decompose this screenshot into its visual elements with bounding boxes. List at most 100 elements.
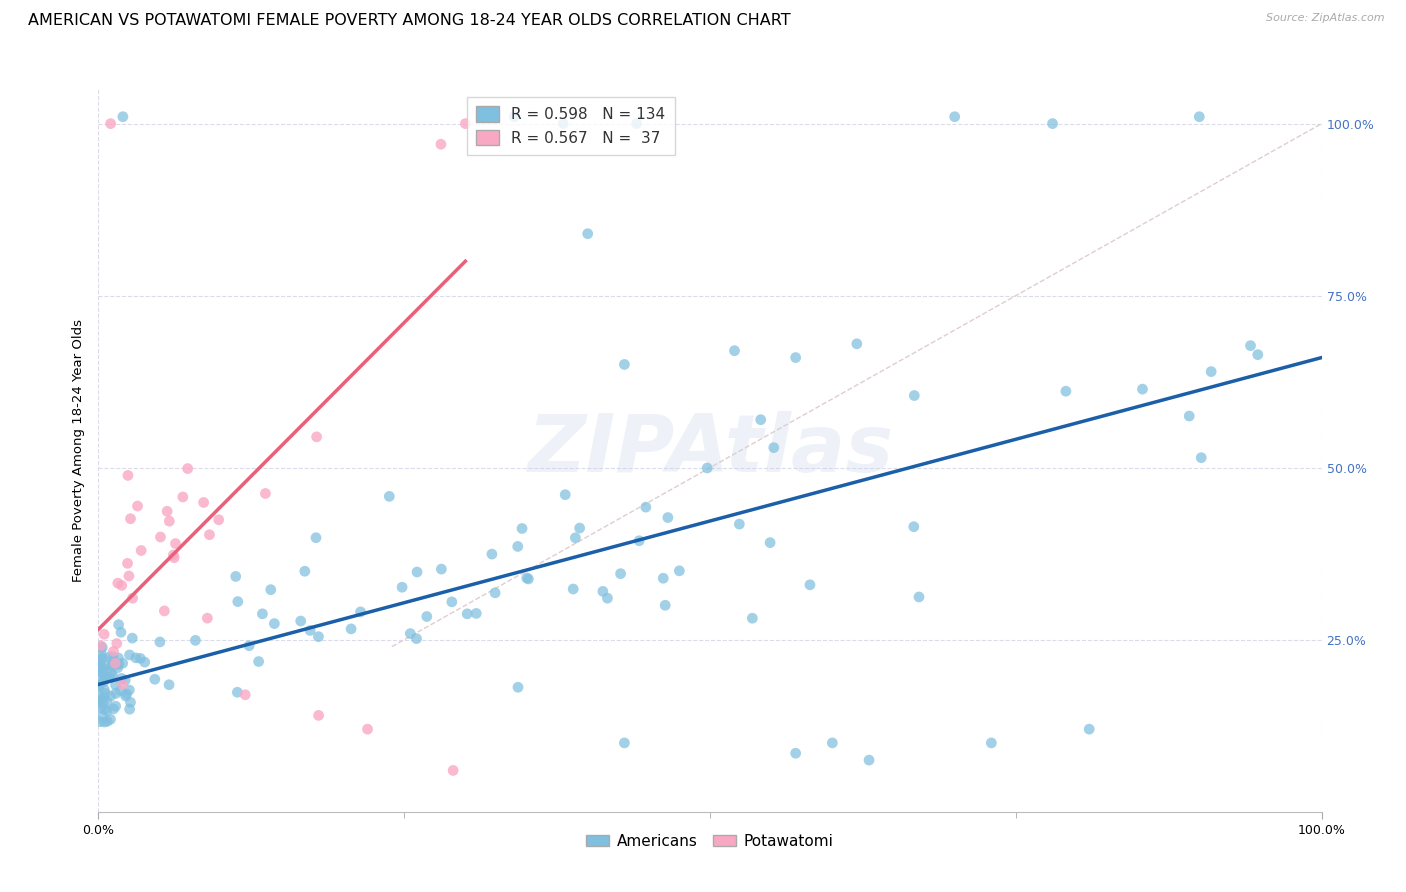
Point	[114, 689, 136, 703]
Point	[299, 624, 322, 638]
Point	[91, 709, 114, 723]
Point	[97, 670, 120, 684]
Point	[100, 712, 122, 726]
Point	[110, 625, 132, 640]
Point	[193, 495, 215, 509]
Point	[165, 536, 187, 550]
Point	[613, 358, 636, 372]
Point	[149, 635, 172, 649]
Point	[1189, 450, 1212, 465]
Point	[111, 578, 134, 592]
Point	[91, 697, 114, 711]
Text: Source: ZipAtlas.com: Source: ZipAtlas.com	[1267, 13, 1385, 23]
Point	[120, 512, 142, 526]
Point	[305, 531, 328, 545]
Point	[294, 564, 316, 578]
Point	[406, 565, 429, 579]
Point	[93, 714, 115, 729]
Point	[143, 672, 166, 686]
Point	[96, 704, 118, 718]
Point	[263, 616, 285, 631]
Point	[89, 714, 111, 729]
Point	[903, 388, 925, 402]
Point	[506, 680, 529, 694]
Point	[90, 662, 112, 676]
Point	[105, 636, 128, 650]
Point	[226, 594, 249, 608]
Point	[564, 531, 586, 545]
Point	[762, 441, 785, 455]
Point	[103, 702, 125, 716]
Point	[553, 117, 575, 131]
Point	[349, 605, 371, 619]
Point	[741, 611, 763, 625]
Legend: Americans, Potawatomi: Americans, Potawatomi	[581, 828, 839, 855]
Point	[121, 631, 143, 645]
Point	[785, 351, 807, 365]
Point	[592, 584, 614, 599]
Point	[749, 412, 772, 426]
Point	[100, 689, 122, 703]
Point	[93, 674, 115, 689]
Point	[454, 117, 477, 131]
Point	[100, 659, 122, 673]
Point	[456, 607, 478, 621]
Point	[87, 695, 110, 709]
Point	[845, 336, 868, 351]
Point	[799, 578, 821, 592]
Point	[517, 572, 540, 586]
Point	[104, 699, 127, 714]
Point	[305, 430, 328, 444]
Point	[308, 708, 330, 723]
Point	[943, 110, 966, 124]
Point	[903, 519, 925, 533]
Point	[562, 582, 585, 596]
Point	[93, 682, 115, 697]
Point	[134, 655, 156, 669]
Point	[118, 683, 141, 698]
Point	[107, 576, 129, 591]
Point	[110, 683, 132, 698]
Point	[858, 753, 880, 767]
Point	[90, 701, 112, 715]
Point	[121, 591, 143, 606]
Point	[98, 671, 121, 685]
Point	[596, 591, 619, 606]
Point	[118, 702, 141, 716]
Point	[110, 672, 132, 686]
Point	[90, 673, 112, 688]
Point	[98, 649, 121, 664]
Point	[980, 736, 1002, 750]
Y-axis label: Female Poverty Among 18-24 Year Olds: Female Poverty Among 18-24 Year Olds	[72, 319, 86, 582]
Point	[129, 651, 152, 665]
Point	[416, 609, 439, 624]
Point	[117, 468, 139, 483]
Point	[120, 695, 142, 709]
Point	[157, 514, 180, 528]
Point	[356, 722, 378, 736]
Point	[652, 571, 675, 585]
Point	[1188, 110, 1211, 124]
Point	[184, 633, 207, 648]
Point	[252, 607, 274, 621]
Point	[115, 687, 138, 701]
Point	[100, 666, 122, 681]
Point	[89, 693, 111, 707]
Point	[634, 500, 657, 515]
Point	[723, 343, 745, 358]
Point	[91, 640, 114, 655]
Point	[104, 657, 127, 671]
Point	[153, 604, 176, 618]
Point	[225, 569, 247, 583]
Point	[101, 649, 124, 664]
Point	[129, 543, 152, 558]
Point	[105, 657, 128, 672]
Point	[104, 678, 127, 692]
Point	[785, 746, 807, 760]
Point	[93, 627, 115, 641]
Point	[1132, 382, 1154, 396]
Point	[114, 673, 136, 688]
Point	[89, 664, 111, 678]
Point	[1042, 117, 1064, 131]
Point	[208, 513, 231, 527]
